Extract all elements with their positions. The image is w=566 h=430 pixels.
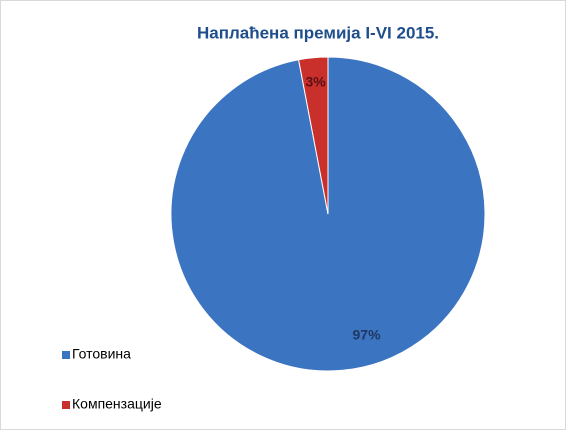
legend-swatch [62,351,70,359]
legend-label: Готовина [72,346,131,362]
chart-title: Наплаћена премија I-VI 2015. [197,23,439,42]
pie-slice [297,56,329,215]
legend-swatch [62,401,70,409]
data-label: 3% [305,73,326,89]
data-label: 97% [353,327,382,343]
legend-label: Компензације [72,396,162,412]
